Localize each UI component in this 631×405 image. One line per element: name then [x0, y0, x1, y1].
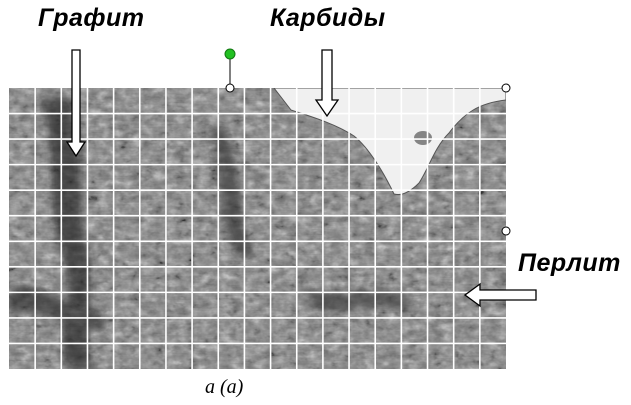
micrograph-image[interactable] [9, 88, 506, 369]
resize-handle-icon[interactable] [225, 83, 235, 93]
resize-handle-icon[interactable] [501, 226, 511, 236]
rotation-handle-icon[interactable] [224, 48, 236, 60]
pearlite-label: Перлит [518, 249, 621, 277]
figure-caption: а (a) [205, 376, 244, 398]
resize-handle-icon[interactable] [501, 83, 511, 93]
grid-overlay [9, 88, 506, 369]
graphite-region [9, 98, 409, 369]
carbides-label: Карбиды [270, 4, 386, 32]
graphite-label: Графит [38, 4, 145, 32]
